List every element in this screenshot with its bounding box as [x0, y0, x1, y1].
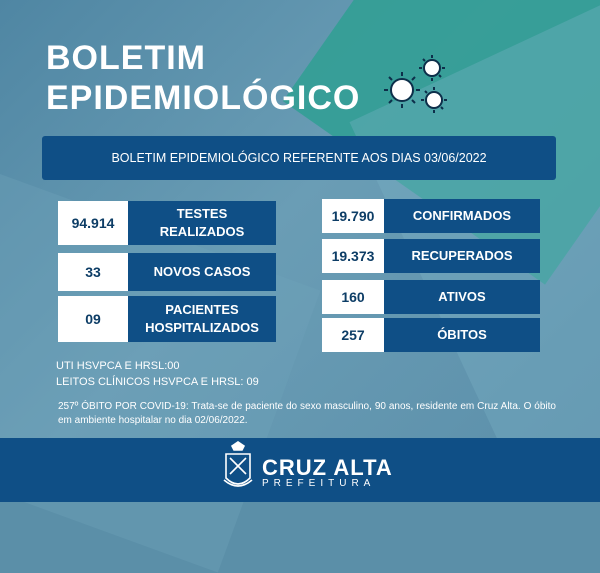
uti-line-2: LEITOS CLÍNICOS HSVPCA E HRSL: 09 — [56, 376, 259, 388]
stat-value: 94.914 — [58, 201, 128, 245]
stat-label: CONFIRMADOS — [384, 199, 540, 233]
stat-label: RECUPERADOS — [384, 239, 540, 273]
virus-icon — [384, 55, 447, 113]
stat-label: NOVOS CASOS — [128, 253, 276, 291]
report-banner: BOLETIM EPIDEMIOLÓGICO REFERENTE AOS DIA… — [42, 136, 556, 180]
stat-value: 160 — [322, 280, 384, 314]
stat-value: 19.373 — [322, 239, 384, 273]
stat-confirmados: 19.790 CONFIRMADOS — [322, 199, 540, 233]
stat-value: 33 — [58, 253, 128, 291]
stat-value: 09 — [58, 296, 128, 342]
stat-recuperados: 19.373 RECUPERADOS — [322, 239, 540, 273]
death-note: 257º ÓBITO POR COVID-19: Trata-se de pac… — [58, 401, 556, 426]
brand-name: CRUZ ALTA — [262, 455, 393, 480]
stat-testes-realizados: 94.914 TESTES REALIZADOS — [58, 201, 276, 245]
crest-icon — [223, 441, 253, 487]
uti-info: UTI HSVPCA E HRSL:00 LEITOS CLÍNICOS HSV… — [56, 358, 259, 390]
stat-obitos: 257 ÓBITOS — [322, 318, 540, 352]
stat-label: ATIVOS — [384, 280, 540, 314]
stat-label: TESTES REALIZADOS — [128, 201, 276, 245]
stat-novos-casos: 33 NOVOS CASOS — [58, 253, 276, 291]
stat-value: 257 — [322, 318, 384, 352]
stat-label: PACIENTES HOSPITALIZADOS — [128, 296, 276, 342]
title-line-2: EPIDEMIOLÓGICO — [46, 79, 361, 117]
footer-bar — [0, 438, 600, 502]
title-line-1: BOLETIM — [46, 39, 206, 77]
stat-pacientes-hospitalizados: 09 PACIENTES HOSPITALIZADOS — [58, 296, 276, 342]
stat-ativos: 160 ATIVOS — [322, 280, 540, 314]
page-title: BOLETIM EPIDEMIOLÓGICO — [46, 38, 360, 118]
stat-label: ÓBITOS — [384, 318, 540, 352]
uti-line-1: UTI HSVPCA E HRSL:00 — [56, 360, 180, 372]
brand-subtitle: PREFEITURA — [262, 478, 376, 489]
stat-value: 19.790 — [322, 199, 384, 233]
